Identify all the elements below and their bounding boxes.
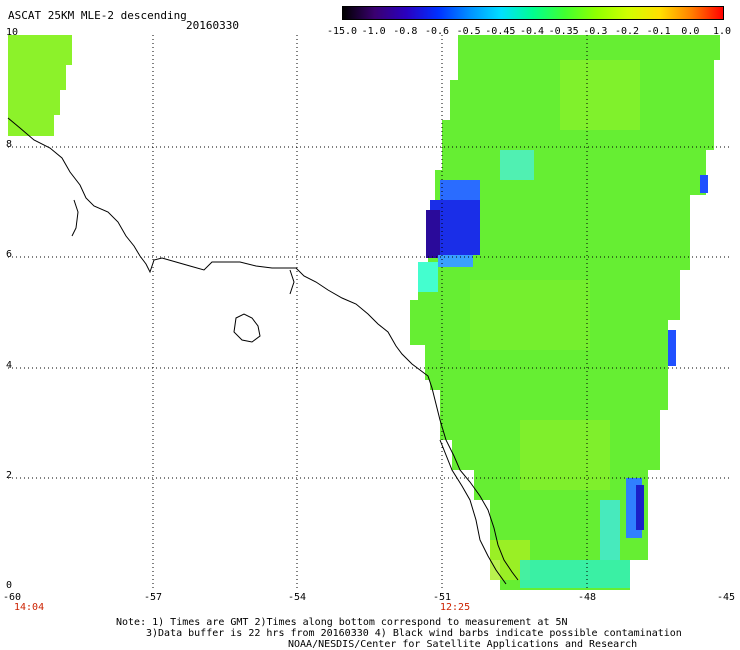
colorbar-tick-label: -0.3 <box>583 26 608 37</box>
map-title: ASCAT 25KM MLE-2 descending <box>8 9 187 22</box>
coastline <box>7 117 519 581</box>
lon-label: -45 <box>716 592 736 603</box>
lon-label: -57 <box>143 592 163 603</box>
time-left: 14:04 <box>14 602 45 613</box>
lat-label: 4 <box>6 360 13 371</box>
river-estuary <box>71 199 507 585</box>
lat-label: 0 <box>6 580 13 591</box>
colorbar-tick-label: 0.0 <box>681 26 700 37</box>
colorbar-tick-label: -0.45 <box>485 26 516 37</box>
time-right: 12:25 <box>440 602 471 613</box>
lon-label: -54 <box>287 592 307 603</box>
lon-label: -60 <box>2 592 22 603</box>
colorbar-tick-label: -0.1 <box>646 26 671 37</box>
island-marajo <box>233 313 261 343</box>
satellite-swath <box>8 35 720 590</box>
lon-label: -51 <box>432 592 452 603</box>
lat-label: 8 <box>6 139 13 150</box>
colorbar-tick-label: -0.6 <box>424 26 450 37</box>
colorbar-tick-label: -15.0 <box>326 26 358 37</box>
colorbar-tick-label: -0.4 <box>519 26 545 37</box>
grid-lines <box>8 35 732 588</box>
lat-label: 2 <box>6 470 13 481</box>
lat-label: 10 <box>6 27 19 38</box>
colorbar-tick-label: 1.0 <box>712 26 732 37</box>
colorbar-tick-label: -0.5 <box>456 26 481 37</box>
colorbar-tick-label: -0.35 <box>548 26 579 37</box>
note-line-2: 3)Data buffer is 22 hrs from 20160330 4)… <box>146 628 682 639</box>
map-date: 20160330 <box>186 19 239 32</box>
lat-label: 6 <box>6 249 13 260</box>
lon-label: -48 <box>577 592 597 603</box>
colorbar-tick-label: -0.2 <box>614 26 640 37</box>
note-line-3: NOAA/NESDIS/Center for Satellite Applica… <box>288 639 638 650</box>
colorbar <box>342 6 724 20</box>
note-line-1: Note: 1) Times are GMT 2)Times along bot… <box>116 617 568 628</box>
colorbar-tick-label: -1.0 <box>361 26 386 37</box>
colorbar-ticks: -15.0 -1.0 -0.8 -0.6 -0.5 -0.45 -0.4 -0.35 -0.3-… <box>326 26 740 40</box>
swath-northwest <box>8 35 72 136</box>
colorbar-tick-label: -0.8 <box>393 26 418 37</box>
